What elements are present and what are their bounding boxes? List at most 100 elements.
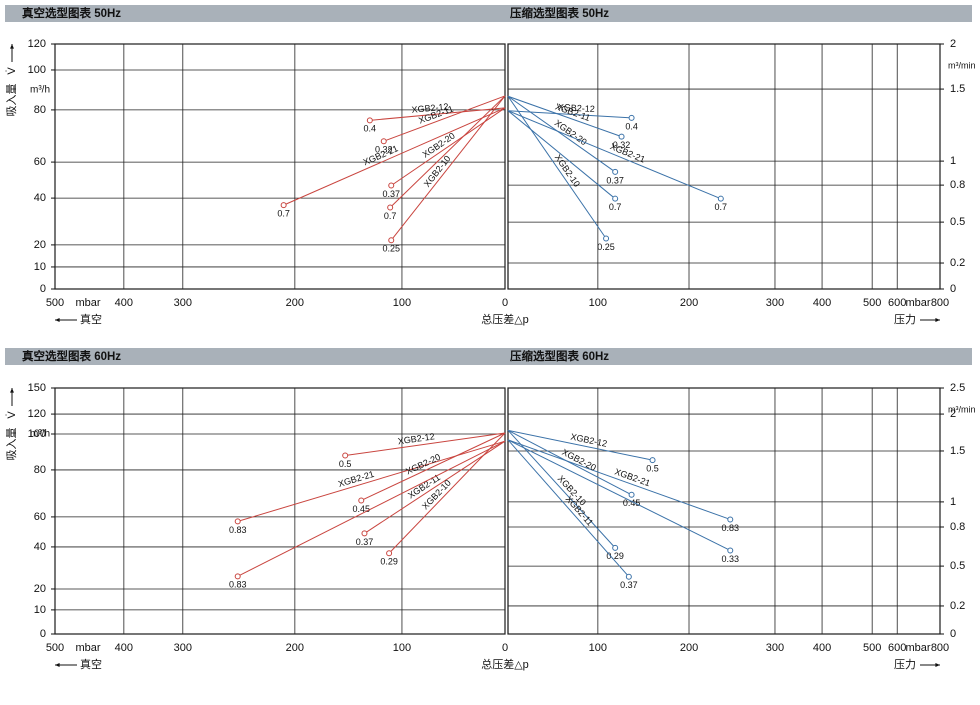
- series-line: [507, 110, 722, 200]
- y-tick-label: 10: [34, 604, 46, 616]
- x-tick-label: 300: [174, 642, 192, 654]
- point-label: 0.29: [380, 557, 398, 567]
- series-line: [389, 95, 506, 208]
- y-tick-label: 20: [34, 583, 46, 595]
- point-label: 0.33: [722, 554, 740, 564]
- point-label: 0.32: [613, 140, 631, 150]
- y-tick-label: 0.5: [950, 216, 965, 228]
- x-unit: mbar: [905, 297, 930, 309]
- arrow-head: [10, 44, 14, 49]
- x-tick-label: 100: [393, 297, 411, 309]
- point-label: 0.4: [625, 121, 638, 131]
- point-marker: [380, 138, 387, 145]
- series-line: [364, 440, 506, 534]
- y-tick-label: 1.5: [950, 83, 965, 95]
- x-tick-label: 300: [766, 297, 784, 309]
- point-marker: [386, 550, 393, 557]
- series-line: [507, 429, 616, 549]
- point-label: 0.5: [646, 464, 659, 474]
- point-label: 0.4: [364, 124, 377, 134]
- x-tick-label: 300: [766, 642, 784, 654]
- series-line: [507, 439, 731, 551]
- point-marker: [727, 516, 734, 523]
- point-marker: [388, 182, 395, 189]
- point-label: 0.37: [606, 175, 624, 185]
- x-tick-label: 800: [931, 297, 949, 309]
- y-tick-label: 20: [34, 239, 46, 251]
- y-tick-label: 60: [34, 156, 46, 168]
- point-marker: [280, 202, 287, 209]
- series-name: XGB2-20: [553, 118, 589, 148]
- x-tick-label: 800: [931, 642, 949, 654]
- point-marker: [628, 491, 635, 498]
- point-label: 0.32: [375, 145, 393, 155]
- y-label-symbol: V̇: [5, 67, 18, 75]
- y-tick-label: 1: [950, 155, 956, 167]
- point-marker: [234, 573, 241, 580]
- y-tick-label: 40: [34, 541, 46, 553]
- series-line: [283, 107, 506, 206]
- series-name: XGB2-12: [570, 432, 608, 449]
- series-line: [388, 432, 506, 554]
- x-tick-label: 500: [46, 642, 64, 654]
- series-line: [507, 110, 632, 119]
- arrow-head: [55, 663, 60, 667]
- point-label: 0.7: [715, 202, 728, 212]
- y-tick-label: 0.8: [950, 521, 965, 533]
- x-tick-label: 200: [286, 297, 304, 309]
- x-tick-label: 400: [115, 642, 133, 654]
- point-marker: [649, 457, 656, 464]
- x-label: 压力: [894, 313, 916, 326]
- point-label: 0.7: [384, 211, 397, 221]
- y-tick-label: 2.5: [950, 382, 965, 394]
- point-marker: [612, 168, 619, 175]
- x-label: 压力: [894, 658, 916, 671]
- x-tick-label: 400: [115, 297, 133, 309]
- y-tick-label: 0: [40, 628, 46, 640]
- x-tick-label: 0: [502, 642, 508, 654]
- y-tick-label: 1: [950, 496, 956, 508]
- y-tick-label: 120: [28, 38, 46, 50]
- point-label: 0.83: [229, 525, 247, 535]
- series-name: XGB2-10: [553, 153, 582, 189]
- series-line: [507, 439, 630, 578]
- chart-title: 真空选型图表 60Hz: [22, 349, 121, 363]
- point-label: 0.83: [229, 580, 247, 590]
- x-tick-label: 200: [286, 642, 304, 654]
- point-label: 0.7: [277, 208, 290, 218]
- y-tick-label: 0.2: [950, 600, 965, 612]
- y-unit: m³/min: [948, 60, 976, 70]
- header-bar: [5, 348, 972, 365]
- series-line: [383, 95, 506, 142]
- y-tick-label: 0.2: [950, 257, 965, 269]
- x-tick-label: 100: [589, 297, 607, 309]
- point-label: 0.83: [722, 523, 740, 533]
- point-marker: [361, 530, 368, 537]
- x-label: 真空: [80, 657, 102, 671]
- series-line: [507, 95, 616, 173]
- point-label: 0.25: [382, 244, 400, 254]
- point-marker: [612, 195, 619, 202]
- x-tick-label: 400: [813, 297, 831, 309]
- center-label: 总压差△p: [481, 312, 529, 326]
- arrow-head: [55, 318, 60, 322]
- point-marker: [628, 114, 635, 121]
- chart-title: 压缩选型图表 60Hz: [510, 349, 609, 363]
- chart-title: 真空选型图表 50Hz: [22, 6, 121, 20]
- plot-frame: [507, 387, 941, 635]
- x-tick-label: 100: [393, 642, 411, 654]
- y-tick-label: 100: [28, 428, 46, 440]
- x-tick-label: 600: [888, 297, 906, 309]
- x-tick-label: 200: [680, 642, 698, 654]
- series-line: [507, 439, 731, 520]
- y-tick-label: 120: [28, 408, 46, 420]
- x-tick-label: 0: [502, 297, 508, 309]
- y-tick-label: 1.5: [950, 445, 965, 457]
- series-line: [345, 432, 506, 457]
- point-marker: [358, 497, 365, 504]
- y-tick-label: 2: [950, 38, 956, 50]
- y-tick-label: 0.8: [950, 179, 965, 191]
- y-unit: m³/h: [30, 85, 50, 96]
- y-label-symbol: V̇: [5, 411, 18, 419]
